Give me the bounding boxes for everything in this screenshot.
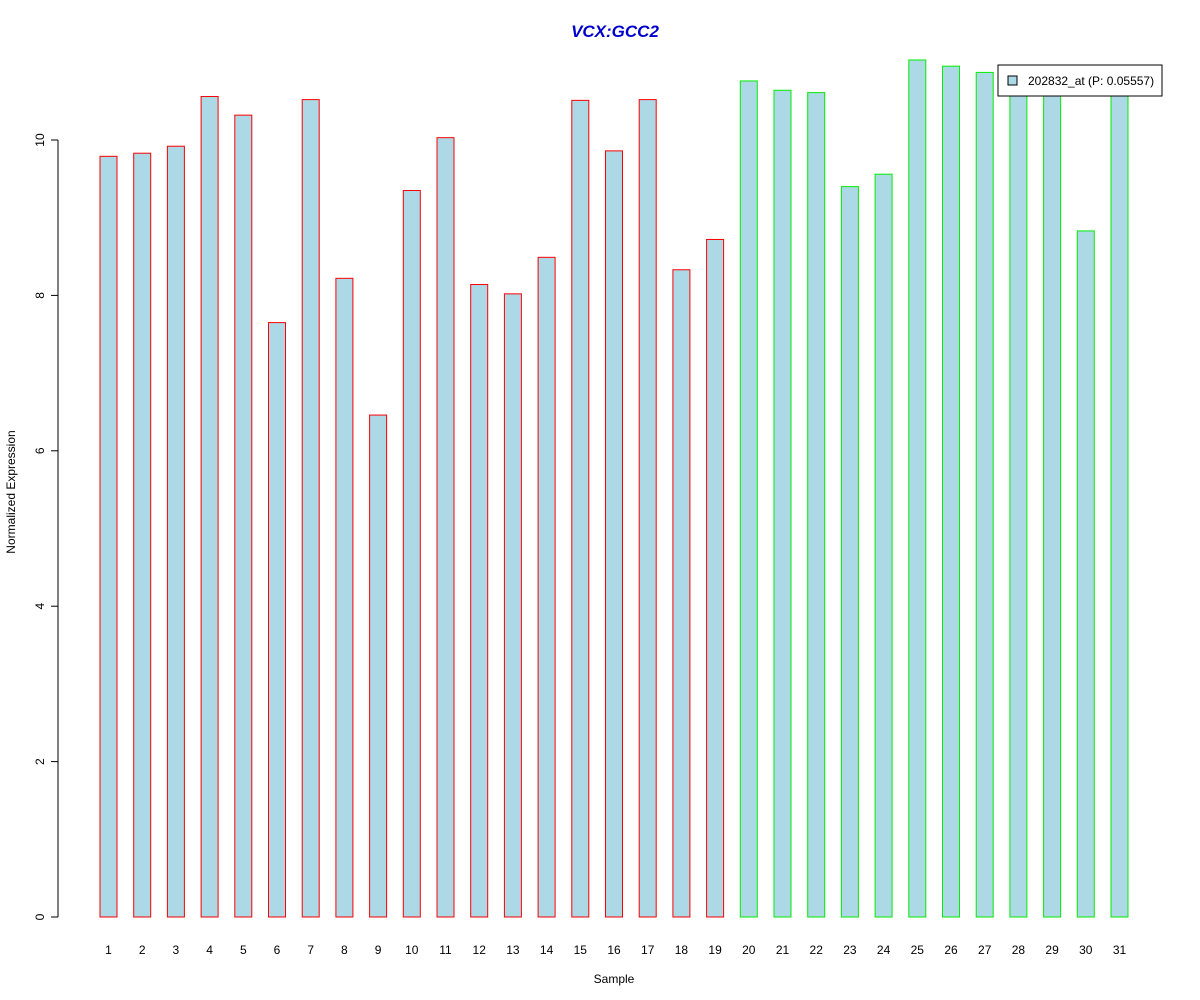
- x-tick-label: 19: [708, 943, 722, 957]
- x-tick-label: 25: [911, 943, 925, 957]
- bar-sample-23: [840, 186, 859, 918]
- chart-title: VCX:GCC2: [571, 22, 659, 41]
- bar-sample-25: [908, 59, 927, 918]
- bar-sample-16: [605, 150, 623, 918]
- bar-sample-9: [369, 414, 388, 918]
- bar-sample-7: [301, 99, 320, 918]
- legend: 202832_at (P: 0.05557): [997, 64, 1163, 97]
- x-tick-label: 17: [641, 943, 655, 957]
- x-tick-label: 18: [675, 943, 689, 957]
- x-tick-label: 2: [139, 943, 146, 957]
- bar-sample-19: [706, 238, 725, 918]
- x-tick-label: 27: [978, 943, 992, 957]
- x-tick-label: 21: [776, 943, 790, 957]
- bar-sample-2: [133, 152, 152, 918]
- bar-sample-18: [672, 269, 691, 918]
- x-tick-label: 6: [274, 943, 281, 957]
- bar-sample-4: [200, 95, 219, 918]
- x-axis-tick-labels: 1 2 3 4 5 6 7 8 9 10 11 12 13 14 15 16 17 18 19 20 21 22 23 24 2…: [105, 943, 1126, 957]
- bar-sample-3: [166, 145, 185, 918]
- x-tick-label: 3: [173, 943, 180, 957]
- bar-sample-21: [773, 89, 792, 918]
- bar-sample-29: [1043, 81, 1062, 918]
- x-tick-label: 12: [473, 943, 487, 957]
- bar-sample-12: [470, 284, 489, 918]
- x-tick-label: 11: [439, 943, 452, 957]
- y-axis: 0 2 4 6 8 10: [33, 133, 59, 920]
- bar-sample-1: [99, 155, 118, 918]
- legend-swatch: [1007, 75, 1018, 86]
- x-tick-label: 13: [506, 943, 520, 957]
- bars-group: [99, 59, 1129, 918]
- x-tick-label: 7: [307, 943, 314, 957]
- bar-sample-20: [739, 80, 758, 918]
- y-tick-label: 6: [33, 447, 47, 454]
- bar-sample-17: [638, 99, 657, 918]
- bar-sample-31: [1110, 85, 1129, 918]
- x-axis-label: Sample: [594, 972, 635, 986]
- x-tick-label: 29: [1045, 943, 1059, 957]
- bar-sample-24: [874, 173, 893, 918]
- bar-sample-30: [1076, 230, 1095, 918]
- x-tick-label: 16: [607, 943, 621, 957]
- y-tick-label: 2: [33, 758, 47, 765]
- x-tick-label: 14: [540, 943, 554, 957]
- x-tick-label: 30: [1079, 943, 1093, 957]
- legend-label: 202832_at (P: 0.05557): [1028, 74, 1154, 88]
- x-tick-label: 31: [1113, 943, 1127, 957]
- y-tick-label: 8: [33, 292, 47, 299]
- bar-sample-15: [571, 99, 590, 918]
- bar-sample-6: [268, 322, 286, 918]
- bar-sample-26: [942, 65, 960, 918]
- y-axis-label: Normalized Expression: [4, 430, 18, 553]
- bar-sample-22: [807, 92, 826, 918]
- bar-sample-27: [975, 71, 994, 918]
- x-tick-label: 9: [375, 943, 382, 957]
- bar-sample-28: [1009, 78, 1028, 918]
- y-tick-label: 4: [33, 603, 47, 610]
- x-tick-label: 10: [405, 943, 419, 957]
- x-tick-label: 28: [1012, 943, 1026, 957]
- x-tick-label: 5: [240, 943, 247, 957]
- x-tick-label: 8: [341, 943, 348, 957]
- x-tick-label: 15: [574, 943, 588, 957]
- legend-box: [997, 64, 1163, 97]
- bar-sample-10: [402, 190, 421, 918]
- bar-sample-11: [436, 137, 455, 918]
- y-tick-label: 0: [33, 913, 47, 920]
- x-tick-label: 4: [206, 943, 213, 957]
- x-tick-label: 1: [105, 943, 112, 957]
- x-tick-label: 23: [843, 943, 857, 957]
- x-tick-label: 20: [742, 943, 756, 957]
- bar-sample-13: [503, 293, 522, 918]
- x-tick-label: 26: [944, 943, 958, 957]
- y-tick-label: 10: [33, 133, 47, 147]
- bar-sample-8: [335, 277, 354, 918]
- x-tick-label: 22: [810, 943, 824, 957]
- bar-sample-14: [537, 256, 556, 918]
- x-tick-label: 24: [877, 943, 891, 957]
- bar-sample-5: [234, 114, 253, 918]
